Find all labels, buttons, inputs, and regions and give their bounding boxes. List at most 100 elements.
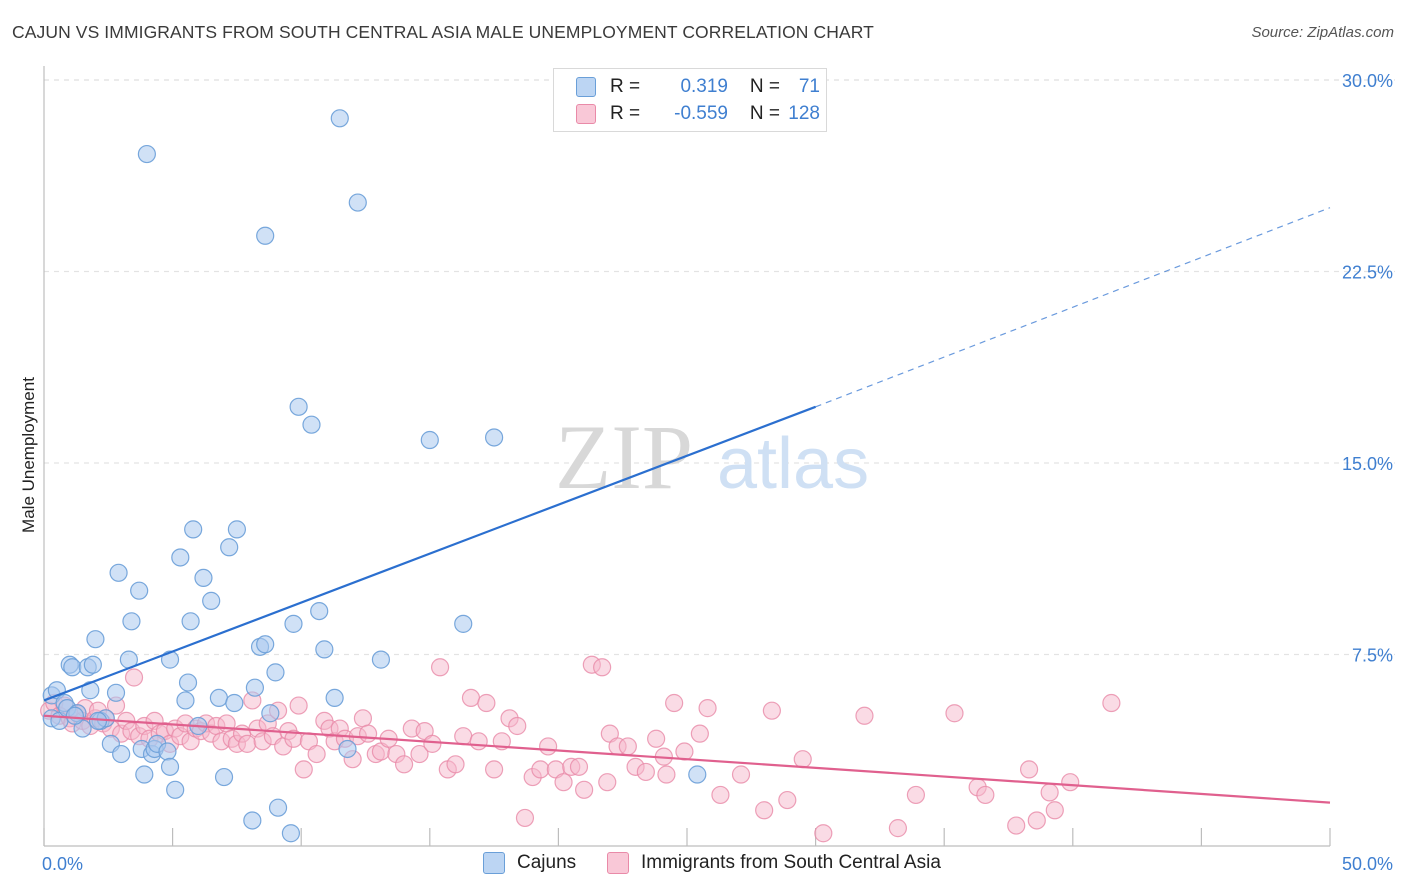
legend-n-value: 71: [798, 76, 820, 97]
data-point-immigrants: [731, 765, 751, 784]
data-point-cajuns: [63, 658, 82, 677]
data-point-cajuns: [315, 640, 334, 659]
data-point-immigrants: [575, 780, 594, 799]
top-legend: R = 0.319 N = 71 R = -0.559 N = 128: [553, 68, 827, 132]
watermark: ZIP atlas: [555, 406, 869, 508]
data-point-cajuns: [454, 614, 473, 633]
data-point-immigrants: [430, 658, 450, 677]
data-point-cajuns: [348, 193, 367, 212]
data-point-immigrants: [698, 699, 717, 718]
bottom-legend-label-immigrants: Immigrants from South Central Asia: [641, 852, 941, 873]
data-point-cajuns: [176, 691, 195, 710]
data-point-immigrants: [358, 724, 378, 743]
legend-row-cajuns: R = 0.319 N = 71: [576, 76, 820, 98]
data-point-immigrants: [793, 750, 812, 769]
bottom-legend: Cajuns Immigrants from South Central Asi…: [0, 852, 1406, 878]
data-point-cajuns: [109, 563, 128, 582]
data-point-cajuns: [122, 612, 141, 631]
data-point-immigrants: [762, 701, 781, 720]
grid-lines: [44, 79, 1395, 656]
data-point-immigrants: [1027, 811, 1046, 830]
data-point-immigrants: [657, 765, 676, 784]
legend-swatch-immigrants: [576, 104, 596, 124]
data-point-cajuns: [160, 650, 180, 669]
data-point-cajuns: [166, 780, 185, 799]
data-point-immigrants: [569, 757, 589, 776]
data-point-cajuns: [130, 581, 149, 600]
data-point-cajuns: [83, 655, 102, 674]
data-point-cajuns: [261, 704, 280, 723]
data-point-immigrants: [353, 709, 373, 728]
data-point-immigrants: [945, 704, 964, 723]
trend-line-cajuns: [43, 405, 816, 702]
legend-n-label: N =: [749, 103, 780, 124]
data-point-cajuns: [338, 739, 357, 759]
data-point-immigrants: [855, 706, 874, 725]
data-point-cajuns: [112, 744, 131, 764]
data-point-cajuns: [281, 824, 301, 843]
trend-lines: [43, 207, 1331, 804]
legend-r-value: 0.319: [680, 76, 728, 97]
data-point-cajuns: [256, 226, 275, 245]
data-point-immigrants: [410, 744, 429, 764]
trend-line-immigrants: [43, 714, 1331, 804]
axes: [43, 66, 1331, 847]
x-tick-label: 50.0%: [1342, 854, 1393, 874]
data-point-cajuns: [214, 767, 234, 787]
legend-n-value: 128: [788, 103, 820, 124]
data-point-cajuns: [420, 430, 439, 450]
legend-row-immigrants: R = -0.559 N = 128: [576, 103, 820, 125]
data-point-immigrants: [454, 727, 473, 746]
data-point-cajuns: [266, 663, 285, 682]
data-point-cajuns: [310, 601, 329, 621]
data-point-immigrants: [1102, 693, 1121, 713]
data-point-immigrants: [307, 744, 326, 764]
data-point-cajuns: [181, 612, 200, 631]
data-point-cajuns: [245, 678, 265, 697]
legend-r-value: -0.559: [674, 103, 728, 124]
data-point-immigrants: [508, 716, 527, 736]
data-point-immigrants: [888, 819, 908, 838]
data-point-cajuns: [289, 397, 308, 416]
data-point-immigrants: [469, 732, 488, 751]
bottom-legend-immigrants: Immigrants from South Central Asia: [607, 852, 941, 874]
data-point-immigrants: [976, 785, 995, 805]
data-point-immigrants: [647, 729, 666, 748]
series-immigrants-points: [40, 655, 1121, 843]
data-point-immigrants: [531, 760, 550, 779]
data-point-cajuns: [330, 109, 349, 128]
y-tick-label: 7.5%: [1352, 646, 1393, 666]
trend-line-cajuns-extension: [815, 207, 1331, 408]
data-point-immigrants: [539, 737, 558, 756]
watermark-zip: ZIP: [555, 406, 693, 508]
y-tick-label: 15.0%: [1342, 454, 1393, 474]
data-point-cajuns: [184, 520, 203, 539]
data-point-cajuns: [220, 538, 239, 557]
data-point-immigrants: [477, 693, 496, 713]
data-point-immigrants: [446, 755, 465, 774]
data-point-immigrants: [755, 801, 774, 820]
data-point-immigrants: [423, 734, 442, 753]
bottom-legend-label-cajuns: Cajuns: [517, 852, 577, 873]
data-point-cajuns: [160, 757, 180, 776]
bottom-legend-swatch-immigrants: [607, 852, 629, 874]
data-point-immigrants: [461, 688, 481, 708]
data-point-cajuns: [225, 693, 244, 713]
data-point-immigrants: [665, 693, 684, 713]
data-point-immigrants: [515, 808, 535, 828]
x-tick-label: 0.0%: [42, 854, 83, 874]
data-point-immigrants: [906, 785, 926, 805]
series-cajuns-points: [42, 109, 707, 843]
data-point-cajuns: [227, 520, 246, 539]
data-point-immigrants: [1045, 801, 1064, 820]
data-point-immigrants: [690, 724, 709, 743]
y-tick-label: 22.5%: [1342, 263, 1393, 283]
data-point-cajuns: [688, 765, 707, 784]
legend-r-label: R =: [610, 76, 641, 97]
bottom-legend-swatch-cajuns: [483, 852, 505, 874]
watermark-atlas: atlas: [717, 424, 869, 504]
data-point-cajuns: [137, 144, 156, 164]
data-point-immigrants: [814, 824, 833, 843]
chart-title: CAJUN VS IMMIGRANTS FROM SOUTH CENTRAL A…: [12, 22, 874, 42]
